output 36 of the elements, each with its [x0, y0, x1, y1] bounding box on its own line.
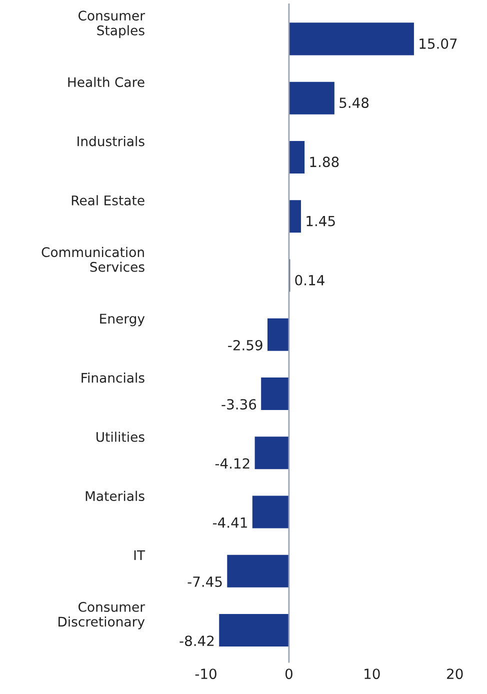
- x-tick-label: 0: [285, 668, 292, 680]
- bar: [252, 496, 289, 528]
- x-tick-label: -10: [195, 668, 216, 680]
- y-tick-label: Industrials: [78, 136, 144, 146]
- bar: [219, 614, 289, 647]
- y-tick-label: Utilities: [96, 432, 144, 442]
- y-tick-label: Consumer Discretionary: [58, 602, 146, 630]
- data-label: -2.59: [228, 340, 262, 350]
- y-tick-label: Consumer Staples: [78, 10, 146, 38]
- bar: [261, 377, 289, 410]
- data-label: 15.07: [420, 38, 457, 49]
- data-label: -4.41: [212, 518, 247, 528]
- data-label: 1.45: [306, 216, 335, 226]
- data-label: 0.14: [295, 274, 324, 286]
- bar: [288, 82, 334, 114]
- y-tick-label: Health Care: [68, 76, 144, 88]
- y-tick-label: Materials: [86, 490, 144, 502]
- y-tick-label: Real Estate: [72, 195, 144, 206]
- data-label: -4.12: [215, 458, 250, 469]
- bar: [267, 318, 289, 351]
- bar: [288, 22, 414, 56]
- data-label: -3.36: [222, 399, 256, 410]
- bar: [288, 200, 301, 233]
- x-tick-label: 10: [364, 668, 380, 680]
- y-tick-label: Communication Services: [42, 246, 144, 272]
- y-tick-label: IT: [134, 550, 146, 560]
- x-tick-label: 20: [447, 668, 463, 680]
- bar: [254, 436, 289, 470]
- data-label: 5.48: [340, 98, 369, 108]
- y-tick-label: Energy: [100, 314, 145, 326]
- y-tick-label: Financials: [82, 372, 144, 383]
- data-label: -7.45: [188, 576, 222, 587]
- data-label: -8.42: [180, 636, 214, 646]
- data-label: 1.88: [310, 156, 339, 168]
- bar: [227, 554, 289, 588]
- bar: [288, 140, 305, 174]
